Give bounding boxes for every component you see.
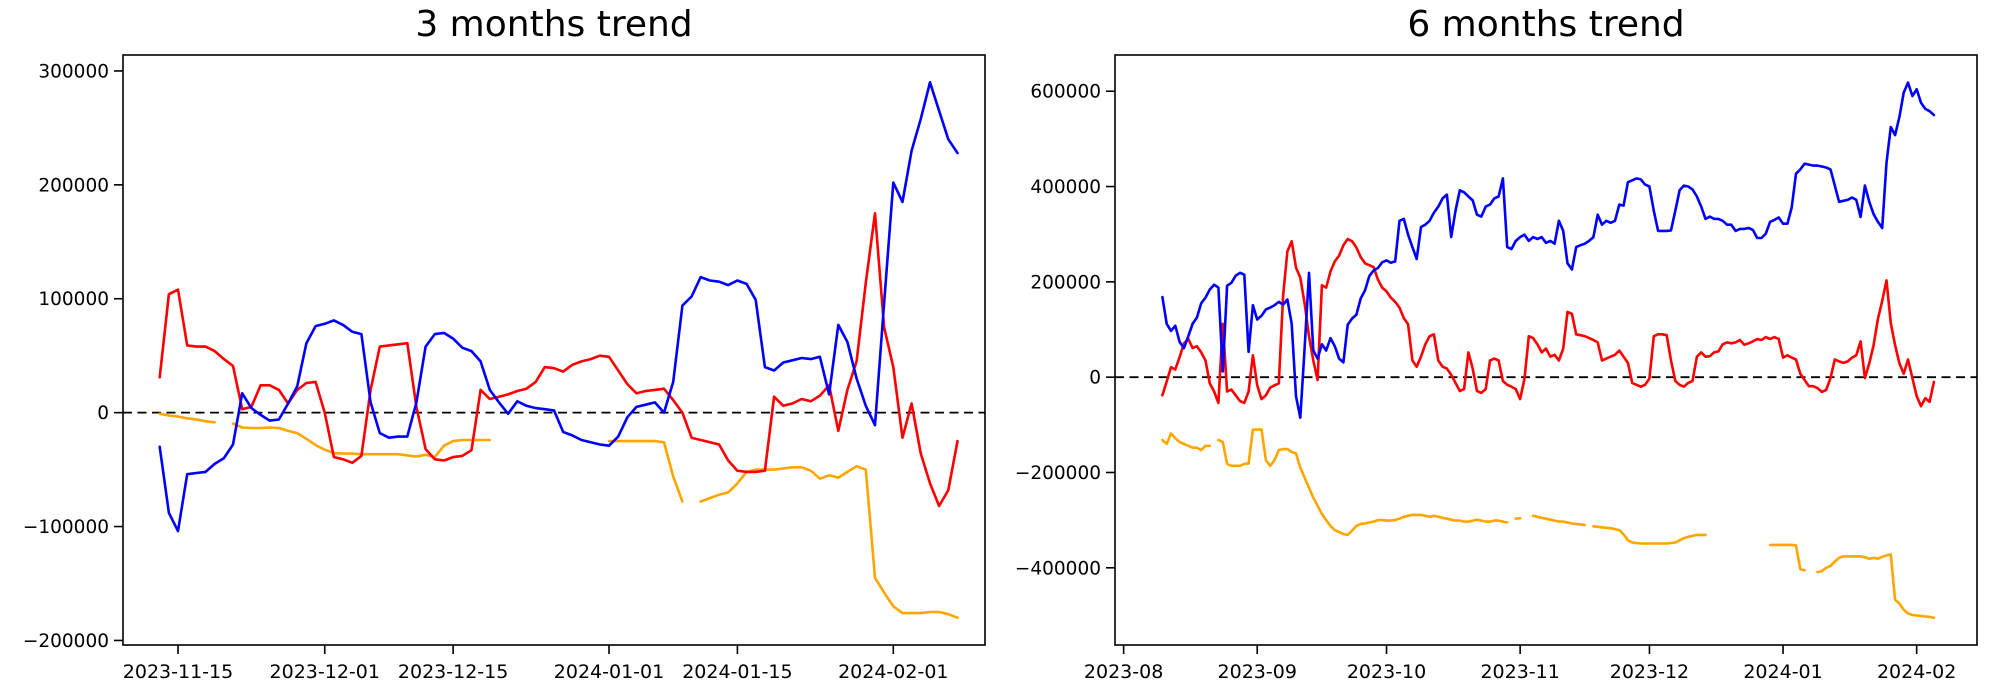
- x-tick-label: 2023-08: [1084, 661, 1163, 683]
- y-tick-label: 200000: [1030, 272, 1101, 293]
- series-red-line: [1161, 237, 1936, 408]
- chart-title-6-months: 6 months trend: [1407, 4, 1685, 45]
- x-tick-label: 2023-12-01: [270, 661, 380, 683]
- x-tick-label: 2023-11-15: [123, 661, 233, 683]
- series-red-line: [158, 212, 959, 508]
- y-tick-label: 600000: [1030, 82, 1101, 103]
- y-tick-label: −400000: [1015, 558, 1101, 579]
- six-months-chart-canvas: −400000 −200000 0 200000 400000 600000 2023-08…: [1015, 54, 1978, 683]
- x-tick-label: 2023-10: [1347, 661, 1426, 683]
- y-tick-label: 300000: [38, 61, 109, 82]
- x-tick-label: 2023-11: [1480, 661, 1559, 683]
- six-months-trend-panel: −400000 −200000 0 200000 400000 600000 2023-08…: [1000, 0, 2000, 700]
- x-tick-label: 2024-02: [1877, 661, 1956, 683]
- x-tick-label: 2023-12: [1610, 661, 1689, 683]
- x-tick-label: 2024-01: [1743, 661, 1822, 683]
- series-orange-line: [1161, 428, 1936, 620]
- x-tick-label: 2024-01-01: [554, 661, 664, 683]
- series-orange-line: [158, 412, 959, 619]
- axes-frame: [122, 54, 986, 646]
- chart-title-3-months: 3 months trend: [415, 4, 693, 45]
- y-tick-label: −100000: [23, 517, 109, 538]
- series-blue-line: [1161, 81, 1936, 419]
- y-tick-label: 0: [1089, 368, 1101, 389]
- x-tick-label: 2023-12-15: [398, 661, 508, 683]
- series-blue-line: [158, 81, 959, 533]
- x-tick-label: 2023-09: [1218, 661, 1297, 683]
- y-tick-label: 0: [97, 403, 109, 424]
- x-tick-label: 2024-02-01: [838, 661, 948, 683]
- y-tick-label: 200000: [38, 175, 109, 196]
- y-tick-label: −200000: [1015, 463, 1101, 484]
- y-tick-label: 100000: [38, 289, 109, 310]
- x-tick-label: 2024-01-15: [682, 661, 792, 683]
- three-months-chart-canvas: −200000 −100000 0 100000 200000 300000 2023-11…: [23, 54, 986, 683]
- y-tick-label: 400000: [1030, 177, 1101, 198]
- three-months-trend-panel: −200000 −100000 0 100000 200000 300000 2023-11…: [23, 54, 986, 683]
- y-tick-label: −200000: [23, 631, 109, 652]
- axes-frame: [1114, 54, 1978, 646]
